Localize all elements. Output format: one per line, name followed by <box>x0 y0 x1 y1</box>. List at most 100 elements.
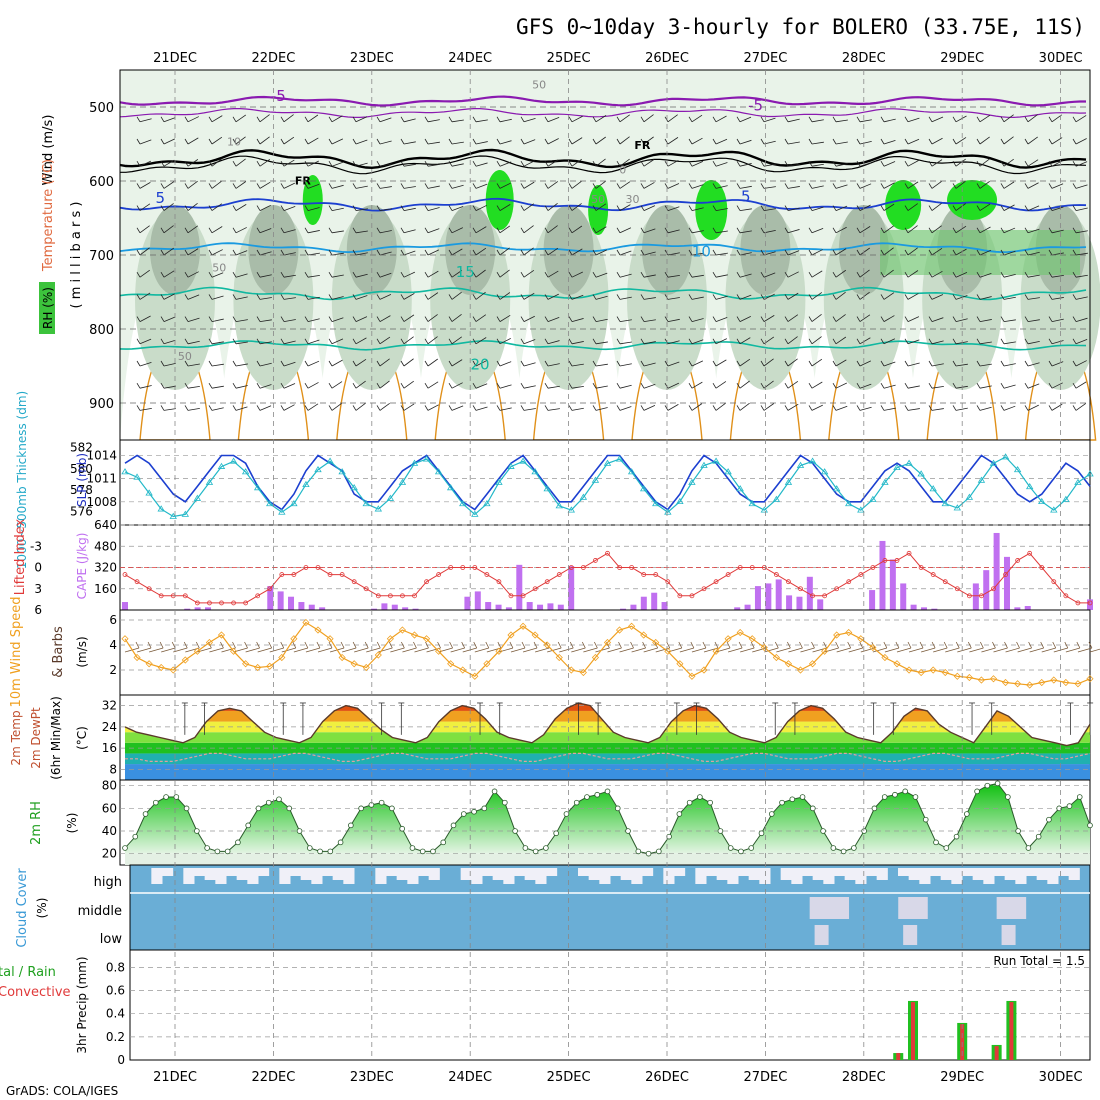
wind-speed-markers <box>121 618 1094 689</box>
wind-speed-marker <box>760 643 768 652</box>
wind-barb-flag <box>616 360 621 367</box>
barb-shaft <box>209 647 224 653</box>
wind-barb-flag <box>496 138 501 145</box>
wind-barb-flag <box>376 382 381 389</box>
cloud-high-gap <box>247 868 259 884</box>
wind-barb-flag <box>1048 294 1053 300</box>
li-marker <box>882 558 888 563</box>
wind-barb-flag <box>184 271 189 278</box>
wind-speed-marker <box>1050 676 1058 684</box>
wind-barb-shaft <box>547 203 558 211</box>
wind-barb-shaft <box>619 181 631 189</box>
cloud-high-gap <box>514 868 526 876</box>
wind-barb-flag <box>568 227 573 234</box>
cape-bar <box>537 604 544 610</box>
wind-barb-shaft <box>403 403 415 411</box>
wind-barb-flag <box>832 360 837 367</box>
wind-barb-shaft <box>979 249 992 256</box>
wind-barb-flag <box>904 227 909 234</box>
wind-barb-flag <box>1072 294 1077 300</box>
wind-barb-shaft <box>907 181 919 189</box>
wind-barb-flag <box>376 249 381 256</box>
wind-barb-flag <box>1024 382 1029 389</box>
wind-barb-flag <box>736 360 741 367</box>
wind-barb-flag <box>544 316 549 322</box>
cape-bar <box>381 603 388 610</box>
thickness-marker <box>1001 453 1010 460</box>
wind-barb-shaft <box>979 341 992 345</box>
day-gridlines <box>174 70 1061 1060</box>
wind-barb-shaft <box>403 118 416 123</box>
wind-barb-shaft <box>283 114 294 123</box>
wind-barb-shaft <box>451 405 464 411</box>
rh-marker <box>543 845 549 851</box>
wind-barb-flag <box>304 160 309 167</box>
upper-wind-barbs <box>136 114 1088 411</box>
wind-barb-shaft <box>883 225 894 234</box>
barb-shaft <box>161 647 176 653</box>
thickness-marker <box>253 484 262 491</box>
wind-barb-flag <box>976 271 981 278</box>
temp-minmax-bars <box>181 702 1094 735</box>
wind-barb-flag <box>856 405 861 411</box>
wind-barb-shaft <box>403 229 416 234</box>
wind-barb-flag <box>1024 316 1029 322</box>
wind-barb-flag <box>352 205 357 211</box>
cloud-high-gap <box>588 868 600 880</box>
axis-tick-label: 6 <box>34 603 42 617</box>
wind-barb-shaft <box>523 181 535 189</box>
wind-barb-shaft <box>763 358 774 367</box>
wind-barb-flag <box>808 271 813 278</box>
wind-barb-shaft <box>451 248 463 256</box>
wind-barb-shaft <box>235 136 246 145</box>
wind-barb-shaft <box>307 296 320 300</box>
wind-barb-flag <box>352 405 357 411</box>
temp-band <box>125 764 1090 780</box>
wind-barb-shaft <box>643 405 656 411</box>
axis-tick-label: 6 <box>109 613 117 627</box>
wind-barb-shaft <box>739 358 751 367</box>
wind-barb-flag <box>736 338 741 345</box>
wind-barb-flag <box>1024 227 1029 234</box>
thickness-marker <box>314 465 322 473</box>
barb-flag <box>702 641 707 649</box>
wind-barb-shaft <box>667 137 679 145</box>
wind-barb-shaft <box>1027 319 1040 322</box>
wind-barb-flag <box>880 183 885 189</box>
wind-barb-flag <box>448 405 453 411</box>
cape-bar <box>495 604 502 610</box>
axis-tick-label: -3 <box>30 539 42 553</box>
wind-barb-flag <box>184 205 189 211</box>
wind-barb-shaft <box>283 274 296 278</box>
cloud-high-gap <box>311 868 323 884</box>
cape-bar <box>122 602 128 610</box>
wind-barb-flag <box>1024 360 1029 367</box>
wind-barb-flag <box>640 316 645 322</box>
wind-barb-flag <box>544 360 549 367</box>
wind-barb-flag <box>832 227 837 234</box>
thickness-marker <box>302 480 310 488</box>
wind-barb-shaft <box>403 314 415 322</box>
wind-barb-flag <box>544 271 549 278</box>
rh-marker <box>1015 828 1021 834</box>
wind-barb-shaft <box>475 226 487 234</box>
wind-barb-shaft <box>955 158 966 167</box>
wind-barb-shaft <box>499 140 512 145</box>
wind-barb-shaft <box>163 159 175 167</box>
wind-barb-flag <box>232 183 237 189</box>
wind-barb-flag <box>808 138 813 145</box>
rh-marker <box>635 848 642 855</box>
wind-barb-shaft <box>163 362 176 367</box>
wind-barb-flag <box>784 405 789 411</box>
label-cape: CAPE (J/kg) <box>75 533 89 600</box>
rh-marker <box>440 839 447 846</box>
wind-barb-shaft <box>331 402 342 411</box>
rh-marker <box>348 822 354 829</box>
li-marker <box>351 579 357 585</box>
contour-minus5-b <box>119 108 1087 119</box>
cape-bar <box>267 586 274 610</box>
wind-barb-shaft <box>451 206 464 211</box>
wind-barb-flag <box>640 294 645 300</box>
barb-flag <box>449 641 453 649</box>
